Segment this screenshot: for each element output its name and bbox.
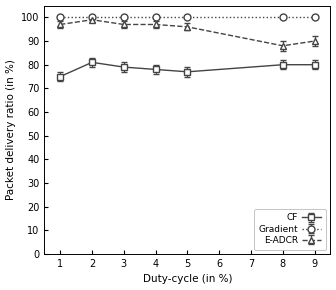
X-axis label: Duty-cycle (in %): Duty-cycle (in %) — [143, 274, 232, 284]
Legend: CF, Gradient, E-ADCR: CF, Gradient, E-ADCR — [254, 209, 326, 249]
Y-axis label: Packet delivery ratio (in %): Packet delivery ratio (in %) — [6, 59, 15, 200]
